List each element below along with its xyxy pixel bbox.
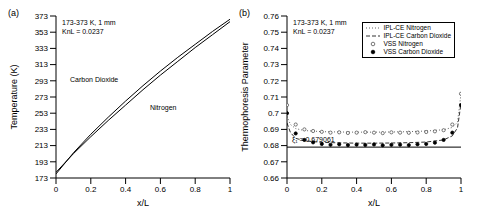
svg-text:173: 173 bbox=[35, 174, 49, 183]
svg-text:293: 293 bbox=[35, 77, 49, 86]
svg-text:333: 333 bbox=[35, 44, 49, 53]
svg-text:353: 353 bbox=[35, 28, 49, 37]
html-text:173-373 K, 1 mm: 173-373 K, 1 mm bbox=[293, 19, 347, 26]
svg-text:1: 1 bbox=[228, 185, 233, 194]
svg-text:Temperature (K): Temperature (K) bbox=[9, 64, 19, 129]
svg-text:x/L: x/L bbox=[137, 198, 149, 208]
svg-text:ξ₁ = 0.679061: ξ₁ = 0.679061 bbox=[292, 136, 335, 144]
html-text:(a): (a) bbox=[8, 8, 19, 18]
svg-text:0.6: 0.6 bbox=[386, 185, 398, 194]
html-text:VSS Nitrogen: VSS Nitrogen bbox=[383, 40, 423, 47]
svg-text:0.2: 0.2 bbox=[316, 185, 328, 194]
html-text:KnL = 0.0237: KnL = 0.0237 bbox=[293, 28, 335, 35]
html-text:IPL-CE Nitrogen: IPL-CE Nitrogen bbox=[383, 24, 431, 31]
svg-text:0.67: 0.67 bbox=[263, 158, 279, 167]
svg-text:0.8: 0.8 bbox=[421, 185, 433, 194]
svg-text:373: 373 bbox=[35, 12, 49, 21]
svg-text:0: 0 bbox=[285, 185, 290, 194]
html-text:IPL-CE Carbon Dioxide: IPL-CE Carbon Dioxide bbox=[383, 32, 451, 39]
svg-text:273: 273 bbox=[35, 93, 49, 102]
svg-text:0.73: 0.73 bbox=[263, 60, 279, 69]
svg-text:0.68: 0.68 bbox=[263, 141, 279, 150]
svg-text:0.2: 0.2 bbox=[85, 185, 97, 194]
html-text:173-373 K, 1 mm: 173-373 K, 1 mm bbox=[62, 19, 116, 26]
html-text:Carbon Dioxide: Carbon Dioxide bbox=[70, 76, 119, 83]
svg-text:0.76: 0.76 bbox=[263, 12, 279, 21]
svg-text:313: 313 bbox=[35, 60, 49, 69]
html-text:Nitrogen: Nitrogen bbox=[150, 104, 177, 111]
svg-text:0.75: 0.75 bbox=[263, 28, 279, 37]
svg-text:0: 0 bbox=[54, 185, 59, 194]
svg-text:233: 233 bbox=[35, 125, 49, 134]
svg-text:0.66: 0.66 bbox=[263, 174, 279, 183]
html-text:(b): (b) bbox=[239, 8, 250, 18]
svg-text:193: 193 bbox=[35, 158, 49, 167]
svg-text:x/L: x/L bbox=[368, 198, 380, 208]
svg-text:253: 253 bbox=[35, 109, 49, 118]
svg-text:0.8: 0.8 bbox=[190, 185, 202, 194]
svg-text:Thermophoresis Parameter: Thermophoresis Parameter bbox=[240, 42, 250, 152]
svg-text:1: 1 bbox=[459, 185, 464, 194]
svg-text:0.72: 0.72 bbox=[263, 77, 279, 86]
svg-text:0.4: 0.4 bbox=[351, 185, 363, 194]
svg-text:0.7: 0.7 bbox=[268, 109, 280, 118]
svg-text:0.71: 0.71 bbox=[263, 93, 279, 102]
html-text:VSS Carbon Dioxide: VSS Carbon Dioxide bbox=[383, 48, 444, 55]
svg-text:0.69: 0.69 bbox=[263, 125, 279, 134]
svg-text:213: 213 bbox=[35, 141, 49, 150]
html-text:KnL = 0.0237: KnL = 0.0237 bbox=[62, 28, 104, 35]
svg-text:0.4: 0.4 bbox=[120, 185, 132, 194]
svg-text:0.74: 0.74 bbox=[263, 44, 279, 53]
svg-text:0.6: 0.6 bbox=[155, 185, 167, 194]
